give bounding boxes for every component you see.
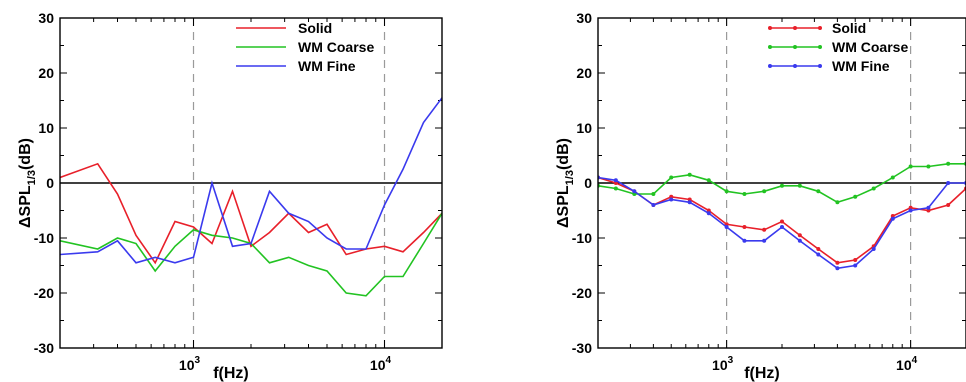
legend-marker <box>818 64 822 68</box>
data-point <box>613 186 618 191</box>
y-tick-label: 30 <box>38 10 54 26</box>
data-point <box>908 205 913 210</box>
y-tick-label: 20 <box>576 65 592 81</box>
data-point <box>632 189 637 194</box>
series-line-wm-fine <box>60 97 442 264</box>
data-point <box>835 266 840 271</box>
data-point <box>908 164 913 169</box>
data-point <box>706 178 711 183</box>
data-point <box>946 161 951 166</box>
data-point <box>706 208 711 213</box>
x-axis-label: f(Hz) <box>744 365 780 382</box>
data-point <box>780 225 784 229</box>
legend-label: WM Fine <box>298 58 356 74</box>
data-point <box>613 181 618 185</box>
data-point <box>853 194 858 199</box>
legend-label: Solid <box>832 20 866 36</box>
legend-marker <box>793 26 797 30</box>
series-line-solid <box>60 162 442 265</box>
data-point <box>926 164 931 169</box>
data-point <box>890 214 895 218</box>
data-point <box>853 258 858 262</box>
y-tick-label: 30 <box>576 10 592 26</box>
data-point <box>613 178 618 183</box>
x-axis-label: f(Hz) <box>213 365 249 382</box>
data-point <box>762 227 767 232</box>
data-point <box>651 192 656 196</box>
plot-frame <box>597 17 966 349</box>
data-point <box>926 208 931 213</box>
chart-panel-1: -30 -20 -10 0 10 20 30 103 104 f(Hz) ΔSPL1/3(dB) So… <box>17 10 443 382</box>
data-point <box>724 225 729 229</box>
data-point <box>890 216 895 221</box>
data-point <box>669 194 674 199</box>
chart-panel-2: -30 -20 -10 0 10 20 30 103 104 f(Hz) ΔSPL1/3(dB) So… <box>555 10 966 382</box>
data-point <box>780 219 784 224</box>
y-tick-label: 0 <box>584 175 592 191</box>
data-point <box>762 238 767 243</box>
data-point <box>871 186 876 191</box>
data-point <box>687 197 692 202</box>
data-point <box>816 247 821 251</box>
data-point <box>651 203 656 207</box>
series-line-wm-coarse <box>60 212 442 297</box>
data-point <box>742 238 747 243</box>
legend-marker <box>768 26 772 30</box>
data-point <box>780 183 784 188</box>
data-point <box>797 238 802 243</box>
data-point <box>816 189 821 194</box>
legend: Solid WM Coarse WM Fine <box>768 20 908 74</box>
y-tick-label: -20 <box>34 285 54 301</box>
y-axis-label: ΔSPL1/3(dB) <box>17 138 38 228</box>
legend: Solid WM Coarse WM Fine <box>236 20 374 74</box>
data-point <box>669 197 674 202</box>
data-point <box>742 192 747 196</box>
y-tick-label: -30 <box>572 340 592 356</box>
legend-marker <box>793 64 797 68</box>
data-point <box>669 175 674 180</box>
x-tick-label: 104 <box>370 355 392 373</box>
y-tick-label: -10 <box>34 230 54 246</box>
data-point <box>687 200 692 205</box>
data-point <box>742 225 747 229</box>
y-tick-label: -10 <box>572 230 592 246</box>
data-point <box>797 183 802 188</box>
data-point <box>890 175 895 180</box>
y-tick-label: -20 <box>572 285 592 301</box>
data-point <box>871 247 876 251</box>
legend-marker <box>768 64 772 68</box>
legend-label: Solid <box>298 20 332 36</box>
data-point <box>706 211 711 216</box>
legend-label: WM Fine <box>832 58 890 74</box>
x-tick-label: 103 <box>712 355 734 373</box>
y-tick-label: -30 <box>34 340 54 356</box>
data-point <box>908 208 913 213</box>
x-tick-label: 104 <box>896 355 918 373</box>
data-point <box>926 205 931 210</box>
x-tick-label: 103 <box>179 355 201 373</box>
legend-marker <box>818 45 822 49</box>
data-point <box>946 203 951 207</box>
y-axis-label: ΔSPL1/3(dB) <box>555 138 576 228</box>
y-tick-label: 0 <box>46 175 54 191</box>
data-point <box>816 252 821 257</box>
data-point <box>687 172 692 177</box>
data-point <box>853 263 858 268</box>
y-tick-label: 10 <box>576 120 592 136</box>
data-point <box>797 233 802 238</box>
legend-marker <box>768 45 772 49</box>
legend-marker <box>818 26 822 30</box>
legend-label: WM Coarse <box>298 39 374 55</box>
data-point <box>835 200 840 205</box>
data-point <box>724 189 729 194</box>
legend-marker <box>793 45 797 49</box>
plot-frame <box>59 17 443 349</box>
data-point <box>762 189 767 194</box>
y-tick-label: 10 <box>38 120 54 136</box>
data-point <box>835 260 840 265</box>
y-tick-label: 20 <box>38 65 54 81</box>
legend-label: WM Coarse <box>832 39 908 55</box>
data-point <box>946 181 951 185</box>
